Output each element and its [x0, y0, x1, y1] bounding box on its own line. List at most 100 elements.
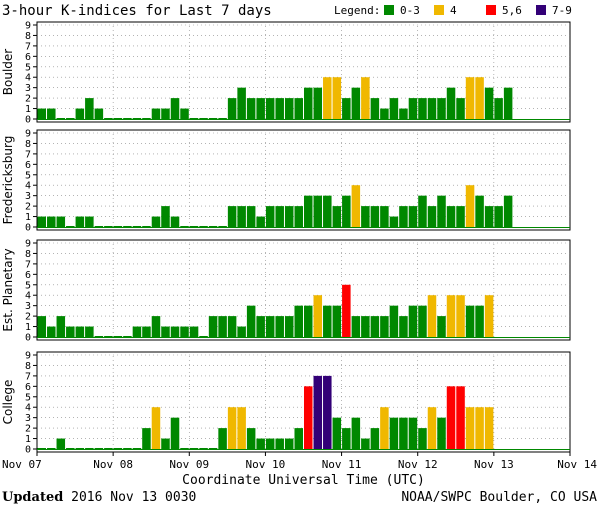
k-index-bar — [199, 226, 208, 227]
x-tick-label: Nov 09 — [169, 458, 209, 471]
k-index-bar — [294, 305, 303, 337]
k-index-bar — [47, 326, 56, 337]
y-tick-label: 4 — [25, 73, 31, 84]
k-index-bar — [275, 98, 284, 119]
k-index-bar — [475, 195, 484, 227]
y-tick-label: 5 — [25, 280, 31, 291]
k-index-bar — [370, 98, 380, 119]
k-index-bar — [275, 438, 284, 449]
panel-station-label: College — [1, 380, 15, 425]
k-index-bar — [104, 336, 113, 337]
k-index-bar — [446, 386, 456, 449]
y-tick-label: 9 — [25, 351, 31, 362]
k-index-bar — [351, 87, 361, 119]
y-tick-label: 3 — [25, 413, 31, 424]
k-index-bar — [332, 206, 342, 227]
k-index-bar — [294, 206, 303, 227]
k-index-bar — [66, 118, 75, 119]
k-index-bar — [132, 448, 142, 449]
k-index-bar — [256, 316, 265, 337]
k-index-bar — [284, 98, 294, 119]
k-index-bar — [475, 407, 484, 449]
k-index-bar — [47, 108, 56, 119]
y-tick-label: 4 — [25, 181, 31, 192]
y-tick-label: 1 — [25, 104, 31, 115]
k-index-bar — [332, 305, 342, 337]
k-index-bar — [104, 226, 113, 227]
k-index-bar — [265, 206, 275, 227]
y-tick-label: 0 — [25, 115, 31, 126]
k-index-bar — [180, 108, 189, 119]
k-index-bar — [342, 195, 351, 227]
x-tick-label: Nov 13 — [474, 458, 514, 471]
k-index-bar — [85, 326, 94, 337]
y-tick-label: 8 — [25, 31, 31, 42]
k-index-bar — [218, 428, 227, 449]
k-index-bar — [380, 206, 389, 227]
k-index-bar — [75, 326, 85, 337]
k-index-bar — [246, 206, 256, 227]
k-index-bar — [227, 98, 237, 119]
k-index-bar — [123, 226, 132, 227]
k-index-bar — [104, 448, 113, 449]
k-index-bar — [294, 98, 303, 119]
updated-value: 2016 Nov 13 0030 — [71, 490, 197, 505]
k-index-bar — [94, 108, 104, 119]
k-index-bar — [418, 195, 427, 227]
k-index-bar — [161, 438, 170, 449]
legend-item-label: 5,6 — [502, 4, 522, 17]
k-index-bar — [227, 316, 237, 337]
k-index-bar — [465, 407, 475, 449]
k-index-bar — [380, 316, 389, 337]
k-index-bar — [304, 386, 313, 449]
k-index-bar — [218, 118, 227, 119]
k-index-bar — [66, 326, 75, 337]
k-index-bar — [218, 226, 227, 227]
panel-frame — [36, 351, 571, 453]
legend-label: Legend: — [334, 4, 380, 17]
k-index-bar — [427, 407, 437, 449]
y-tick-label: 8 — [25, 361, 31, 372]
legend-swatch — [434, 5, 444, 15]
k-index-bar — [389, 98, 399, 119]
k-index-bar — [66, 448, 75, 449]
k-index-bar — [47, 216, 56, 227]
k-index-bar — [304, 305, 313, 337]
k-index-bar — [170, 216, 180, 227]
k-index-bar — [208, 316, 218, 337]
k-index-bar — [56, 438, 66, 449]
k-index-bar — [151, 216, 161, 227]
k-index-bar — [503, 87, 513, 119]
k-index-bar — [142, 226, 151, 227]
k-index-bar — [180, 326, 189, 337]
k-index-bar — [94, 226, 104, 227]
k-index-bar — [408, 305, 418, 337]
y-tick-label: 3 — [25, 83, 31, 94]
y-tick-label: 5 — [25, 392, 31, 403]
k-index-bar — [361, 77, 370, 119]
y-tick-label: 1 — [25, 322, 31, 333]
k-index-bar — [189, 118, 199, 119]
y-tick-label: 2 — [25, 94, 31, 105]
k-index-bar — [151, 316, 161, 337]
k-index-bar — [75, 216, 85, 227]
y-tick-label: 2 — [25, 312, 31, 323]
legend-item-label: 4 — [450, 4, 457, 17]
k-index-bar — [323, 375, 332, 449]
k-index-bar — [370, 206, 380, 227]
k-index-bar — [189, 226, 199, 227]
k-index-bar — [37, 216, 47, 227]
k-index-bar — [189, 448, 199, 449]
updated-label: Updated — [2, 490, 64, 505]
k-index-bar — [132, 226, 142, 227]
k-index-bar — [66, 226, 75, 227]
x-tick-label: Nov 07 — [2, 458, 42, 471]
y-tick-label: 7 — [25, 371, 31, 382]
k-index-bar — [351, 316, 361, 337]
k-index-bar — [275, 316, 284, 337]
k-index-bar — [227, 407, 237, 449]
k-index-bar — [113, 336, 123, 337]
k-index-bar — [342, 98, 351, 119]
k-index-bar — [332, 417, 342, 449]
legend-swatch — [536, 5, 546, 15]
